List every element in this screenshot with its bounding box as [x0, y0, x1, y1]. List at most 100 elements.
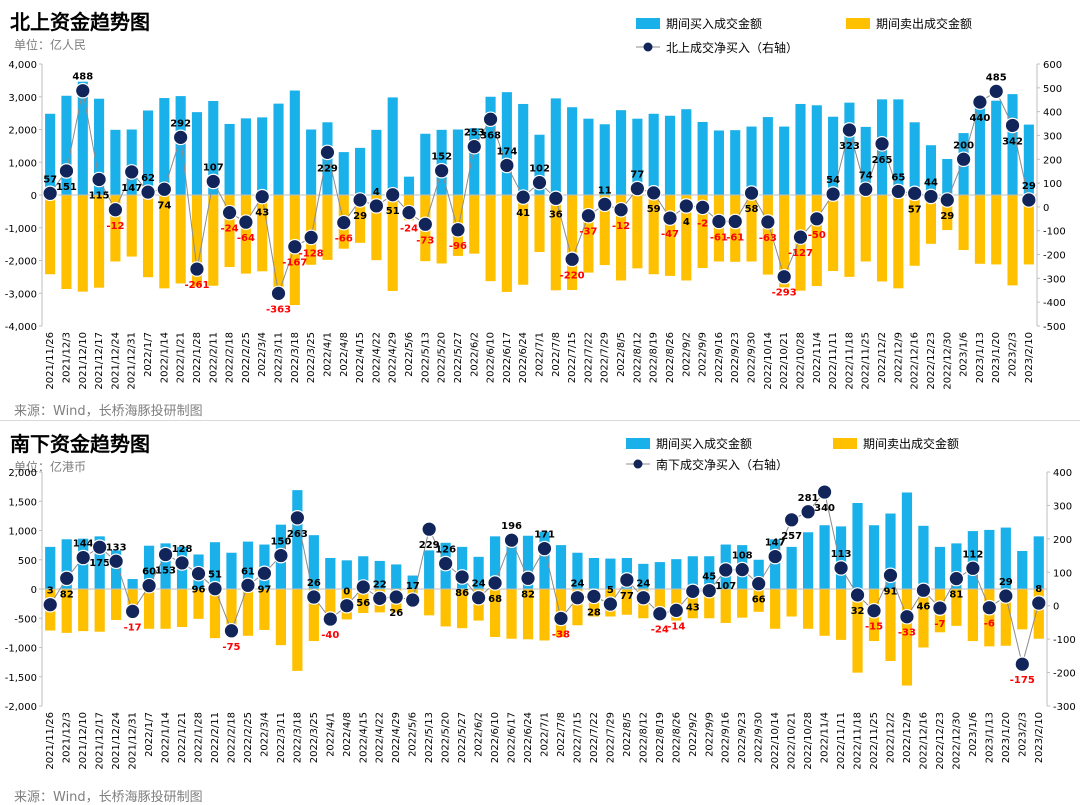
net-buy-point: [322, 611, 339, 627]
net-buy-point: [1021, 192, 1037, 208]
net-buy-point: [91, 171, 107, 188]
x-tick-label: 2022/7/1: [535, 332, 546, 377]
sell-bar: [893, 195, 904, 289]
net-buy-data-label: 4: [373, 187, 380, 198]
buy-bar: [292, 490, 303, 589]
net-buy-data-label: 11: [598, 185, 612, 196]
x-tick-label: 2021/12/3: [61, 332, 72, 383]
x-tick-label: 2022/6/2: [474, 712, 485, 757]
sell-bar: [951, 589, 962, 626]
sell-bar: [273, 195, 284, 299]
net-buy-point: [548, 190, 564, 207]
net-buy-point: [303, 229, 319, 246]
x-tick-label: 2023/1/20: [1001, 712, 1012, 763]
sell-bar: [387, 195, 398, 291]
buy-bar: [844, 102, 855, 195]
net-buy-point: [417, 216, 434, 233]
x-tick-label: 2022/6/10: [486, 332, 497, 383]
net-buy-data-label: -96: [449, 241, 467, 252]
x-tick-label: 2022/1/14: [159, 332, 170, 383]
net-buy-point: [91, 539, 108, 556]
buy-bar: [45, 546, 56, 589]
buy-bar: [901, 492, 913, 589]
x-tick-label: 2021/12/24: [111, 712, 122, 770]
buy-bar: [45, 113, 56, 195]
left-tick-label: -1,000: [5, 224, 37, 235]
sell-bar: [835, 589, 847, 640]
buy-bar: [191, 112, 203, 195]
left-tick-label: 2,000: [8, 468, 37, 479]
sell-bar: [469, 195, 480, 254]
sell-bar: [534, 195, 545, 252]
net-buy-data-label: -75: [222, 642, 240, 653]
buy-bar: [967, 531, 978, 589]
net-buy-point: [520, 570, 536, 587]
x-tick-label: 2022/3/18: [292, 712, 303, 763]
sell-bar: [844, 195, 855, 277]
net-buy-point: [338, 597, 355, 614]
chart-title: 北上资金趋势图: [10, 10, 150, 34]
net-buy-point: [174, 555, 190, 571]
left-tick-label: 1,500: [8, 497, 37, 508]
x-tick-label: 2022/1/28: [194, 712, 205, 763]
buy-bar: [835, 526, 847, 589]
net-buy-point: [586, 588, 602, 605]
buy-bar: [681, 109, 692, 195]
net-buy-data-label: 22: [373, 579, 387, 590]
sell-bar: [1000, 589, 1011, 646]
chart-title: 南下资金趋势图: [10, 432, 150, 456]
sell-bar: [506, 589, 517, 639]
net-buy-point: [404, 592, 421, 608]
net-buy-point: [75, 549, 91, 566]
net-buy-point: [694, 199, 711, 216]
x-tick-label: 2022/7/29: [600, 332, 611, 383]
left-tick-label: 4,000: [8, 60, 37, 71]
buy-bar: [273, 103, 284, 195]
x-tick-label: 2022/4/22: [371, 332, 382, 383]
sell-bar: [224, 195, 235, 268]
net-buy-data-label: 29: [999, 577, 1013, 588]
buy-bar: [485, 96, 496, 195]
x-tick-label: 2022/10/21: [779, 332, 790, 390]
x-tick-label: 2022/7/29: [605, 712, 616, 763]
right-tick-label: 300: [1053, 501, 1072, 512]
sell-bar: [191, 195, 203, 287]
net-buy-data-label: 144: [73, 539, 94, 550]
x-tick-label: 2022/12/2: [885, 712, 896, 763]
net-buy-point: [531, 174, 548, 191]
buy-bar: [550, 98, 561, 195]
net-buy-data-label: -24: [221, 224, 239, 235]
sell-bar: [160, 589, 171, 629]
sell-bar: [126, 195, 137, 257]
x-tick-label: 2022/2/18: [225, 332, 236, 383]
buy-bar: [779, 126, 790, 195]
net-buy-point: [172, 129, 189, 146]
net-buy-point: [915, 582, 932, 599]
net-buy-data-label: -293: [772, 288, 797, 299]
x-tick-label: 2023/1/6: [959, 332, 970, 377]
buy-bar: [94, 98, 105, 195]
x-tick-label: 2022/8/5: [616, 332, 627, 377]
x-tick-label: 2021/12/17: [95, 712, 106, 770]
net-buy-data-label: 150: [270, 537, 291, 548]
x-tick-label: 2022/9/9: [704, 712, 715, 757]
left-tick-label: -4,000: [5, 322, 37, 333]
buy-bar: [391, 564, 402, 589]
left-tick-label: 2,000: [8, 126, 37, 137]
net-buy-point: [401, 204, 417, 221]
net-buy-point: [421, 521, 437, 537]
buy-bar: [654, 562, 665, 589]
sell-bar: [485, 195, 496, 282]
net-buy-point: [629, 180, 646, 197]
sell-bar: [1007, 195, 1018, 286]
net-buy-point: [988, 83, 1005, 100]
net-buy-data-label: -33: [898, 628, 916, 639]
buy-bar: [142, 110, 154, 195]
left-tick-label: 3,000: [8, 93, 37, 104]
net-buy-point: [668, 602, 685, 619]
sell-bar: [984, 589, 995, 647]
x-tick-label: 2022/4/15: [358, 712, 369, 763]
net-buy-data-label: 440: [969, 113, 990, 124]
buy-bar: [991, 100, 1002, 195]
net-buy-data-label: 56: [356, 598, 370, 609]
